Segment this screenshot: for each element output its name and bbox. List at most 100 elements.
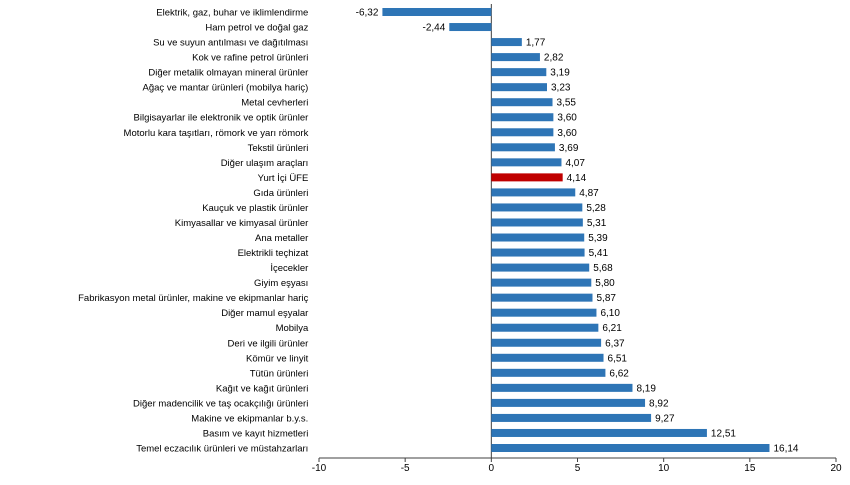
data-label: 8,19: [636, 383, 656, 394]
bar: [491, 413, 652, 422]
bar: [491, 128, 554, 137]
bar: [491, 338, 602, 347]
category-label: Kok ve rafine petrol ürünleri: [192, 53, 308, 64]
category-label: Diğer madencilik ve taş ocakçılığı ürünl…: [133, 398, 308, 409]
category-label: Bilgisayarlar ile elektronik ve optik ür…: [134, 113, 309, 124]
data-label: 8,92: [649, 398, 669, 409]
bar: [491, 83, 547, 92]
data-label: 12,51: [711, 428, 736, 439]
bar: [449, 23, 492, 32]
category-label: Diğer mamul eşyalar: [221, 308, 308, 319]
bar: [491, 188, 576, 197]
category-label: Kağıt ve kağıt ürünleri: [216, 383, 308, 394]
bar: [491, 353, 604, 362]
category-label: Kauçuk ve plastik ürünler: [202, 203, 308, 214]
data-label: 2,82: [544, 53, 564, 64]
category-label: Fabrikasyon metal ürünler, makine ve eki…: [78, 293, 308, 304]
data-label: 6,37: [605, 338, 625, 349]
category-label: Ham petrol ve doğal gaz: [205, 23, 308, 34]
data-label: 3,19: [550, 68, 570, 79]
data-label: 5,39: [588, 233, 608, 244]
data-label: 3,60: [557, 113, 577, 124]
bar: [491, 143, 555, 152]
bar: [491, 158, 562, 167]
category-label: Ağaç ve mantar ürünleri (mobilya hariç): [143, 83, 309, 94]
bar: [491, 218, 583, 227]
data-label: 1,77: [526, 38, 546, 49]
data-label: 6,51: [608, 353, 628, 364]
category-label: Basım ve kayıt hizmetleri: [203, 428, 309, 439]
bar: [491, 398, 646, 407]
category-label: Deri ve ilgili ürünler: [228, 338, 309, 349]
data-label: 4,14: [567, 173, 587, 184]
category-label: Elektrik, gaz, buhar ve iklimlendirme: [156, 8, 308, 19]
bar: [491, 444, 770, 452]
category-label: Metal cevherleri: [241, 98, 308, 109]
x-tick-label: 5: [575, 463, 581, 474]
bar: [491, 203, 583, 212]
data-label: 6,21: [602, 323, 622, 334]
bar: [491, 263, 590, 272]
x-tick-label: -10: [312, 463, 327, 474]
bar: [491, 323, 599, 332]
bar: [491, 383, 633, 392]
category-label: Diğer metalik olmayan mineral ürünler: [148, 68, 308, 79]
x-tick-label: 20: [830, 463, 842, 474]
bar: [491, 293, 593, 302]
category-label: Giyim eşyası: [254, 278, 308, 289]
category-label: Motorlu kara taşıtları, römork ve yarı r…: [124, 128, 309, 139]
bar: [491, 278, 592, 287]
x-tick-label: 15: [744, 463, 756, 474]
category-label: Elektrikli teçhizat: [238, 248, 309, 259]
data-label: 5,28: [586, 203, 606, 214]
data-label: 6,62: [609, 368, 629, 379]
data-label: -6,32: [356, 8, 379, 19]
category-label: Yurt İçi ÜFE: [258, 173, 309, 184]
bar: [491, 53, 540, 62]
category-label: Diğer ulaşım araçları: [221, 158, 309, 169]
bar: [491, 248, 585, 257]
data-label: 9,27: [655, 413, 675, 424]
bar: [491, 38, 522, 47]
data-label: 3,69: [559, 143, 579, 154]
data-label: 3,60: [557, 128, 577, 139]
data-label: 6,10: [600, 308, 620, 319]
data-label: 4,87: [579, 188, 599, 199]
bar: [491, 113, 554, 122]
category-label: Makine ve ekipmanlar b.y.s.: [191, 413, 308, 424]
x-tick-label: 0: [489, 463, 495, 474]
data-label: 4,07: [565, 158, 585, 169]
category-label: Ana metaller: [255, 233, 308, 244]
category-label: Kömür ve linyit: [246, 353, 309, 364]
bar: [491, 308, 597, 317]
bar: [491, 173, 563, 182]
category-label: İçecekler: [270, 263, 308, 274]
category-label: Gıda ürünleri: [253, 188, 308, 199]
data-label: 16,14: [773, 444, 798, 455]
category-label: Su ve suyun antılması ve dağıtılması: [153, 38, 308, 49]
category-label: Kimyasallar ve kimyasal ürünler: [175, 218, 309, 229]
label-layer: Elektrik, gaz, buhar ve iklimlendirme -6,…: [78, 8, 799, 455]
bar: [491, 428, 707, 437]
data-label: -2,44: [422, 23, 445, 34]
data-label: 5,41: [589, 248, 609, 259]
data-label: 5,80: [595, 278, 615, 289]
data-label: 3,55: [557, 98, 577, 109]
x-tick-label: 10: [658, 463, 670, 474]
data-label: 5,87: [596, 293, 616, 304]
category-label: Tekstil ürünleri: [248, 143, 309, 154]
category-label: Mobilya: [276, 323, 309, 334]
bar-layer: [382, 8, 770, 452]
data-label: 5,31: [587, 218, 607, 229]
category-label: Temel eczacılık ürünleri ve müstahzarlar…: [136, 444, 308, 455]
bar: [491, 368, 606, 377]
bar: [382, 8, 492, 16]
axis-layer: -10 -5 0 5 10 15 20: [312, 4, 842, 474]
data-label: 5,68: [593, 263, 613, 274]
data-label: 3,23: [551, 83, 571, 94]
bar: [491, 233, 585, 242]
x-tick-label: -5: [401, 463, 410, 474]
bar: [491, 98, 553, 107]
